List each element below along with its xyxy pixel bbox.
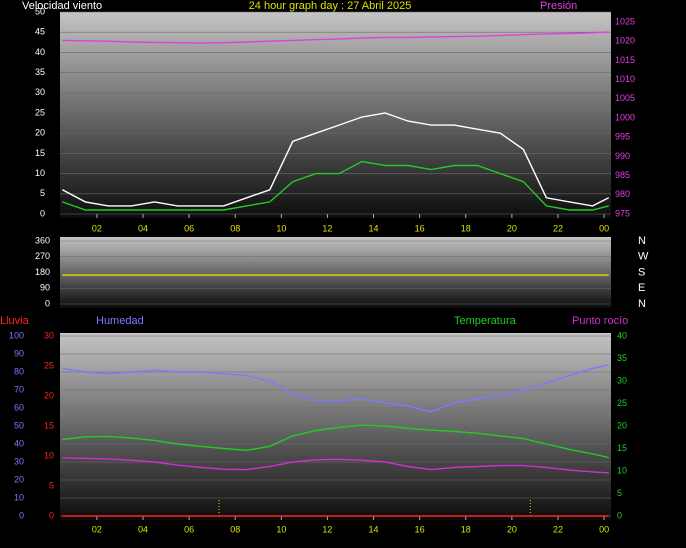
x-tick-label: 20 xyxy=(507,524,517,534)
tick-label: 45 xyxy=(35,27,45,37)
x-tick-label: 08 xyxy=(230,524,240,534)
x-tick-label: 18 xyxy=(461,223,471,233)
legend-label: Humedad xyxy=(96,315,144,327)
tick-label: 35 xyxy=(617,353,627,363)
tick-label: 995 xyxy=(615,132,630,142)
x-tick-label: 04 xyxy=(138,524,148,534)
x-tick-label: 14 xyxy=(369,223,379,233)
tick-label: 990 xyxy=(615,151,630,161)
x-tick-label: 08 xyxy=(230,223,240,233)
x-tick-label: 10 xyxy=(276,524,286,534)
axis-label: Presión xyxy=(540,0,577,12)
x-tick-label: 00 xyxy=(599,524,609,534)
tick-label: N xyxy=(638,298,646,310)
tick-label: 50 xyxy=(35,6,45,16)
x-tick-label: 22 xyxy=(553,524,563,534)
tick-label: 10 xyxy=(14,492,24,502)
tick-label: 30 xyxy=(44,330,54,340)
tick-label: 30 xyxy=(14,456,24,466)
legend-label: Temperatura xyxy=(454,315,517,327)
tick-label: 10 xyxy=(617,465,627,475)
tick-label: 180 xyxy=(35,267,50,277)
tick-label: 60 xyxy=(14,402,24,412)
tick-label: 20 xyxy=(35,128,45,138)
tick-label: 360 xyxy=(35,235,50,245)
tick-label: 0 xyxy=(19,510,24,520)
tick-label: 15 xyxy=(35,148,45,158)
tick-label: 30 xyxy=(617,375,627,385)
x-tick-label: 16 xyxy=(415,524,425,534)
legend-label: Lluvia xyxy=(0,315,30,327)
x-tick-label: 06 xyxy=(184,524,194,534)
tick-label: N xyxy=(638,235,646,247)
tick-label: 35 xyxy=(35,67,45,77)
x-tick-label: 06 xyxy=(184,223,194,233)
tick-label: 5 xyxy=(617,488,622,498)
x-tick-label: 00 xyxy=(599,223,609,233)
axis-label: Velocidad viento xyxy=(22,0,102,12)
series-line xyxy=(62,364,609,413)
series-line xyxy=(62,160,609,211)
tick-label: 0 xyxy=(40,208,45,218)
x-tick-label: 18 xyxy=(461,524,471,534)
tick-label: 40 xyxy=(35,47,45,57)
tick-label: 80 xyxy=(14,366,24,376)
x-tick-label: 10 xyxy=(276,223,286,233)
series-line xyxy=(61,112,610,207)
plot-area xyxy=(60,12,611,218)
tick-label: 5 xyxy=(49,480,54,490)
x-tick-label: 02 xyxy=(92,223,102,233)
tick-label: 90 xyxy=(14,348,24,358)
x-tick-label: 16 xyxy=(415,223,425,233)
tick-label: 1025 xyxy=(615,16,635,26)
tick-label: 20 xyxy=(44,390,54,400)
tick-label: 10 xyxy=(44,450,54,460)
x-tick-label: 22 xyxy=(553,223,563,233)
tick-label: 975 xyxy=(615,208,630,218)
series-line xyxy=(62,457,609,474)
tick-label: 70 xyxy=(14,384,24,394)
tick-label: 0 xyxy=(45,298,50,308)
tick-label: S xyxy=(638,266,645,278)
tick-label: 1010 xyxy=(615,74,635,84)
x-tick-label: 20 xyxy=(507,223,517,233)
tick-label: 270 xyxy=(35,251,50,261)
tick-label: 50 xyxy=(14,420,24,430)
series-line xyxy=(62,31,609,44)
tick-label: 5 xyxy=(40,188,45,198)
tick-label: 20 xyxy=(14,474,24,484)
tick-label: W xyxy=(638,251,649,263)
tick-label: 1015 xyxy=(615,55,635,65)
tick-label: 90 xyxy=(40,283,50,293)
tick-label: 25 xyxy=(35,107,45,117)
x-tick-label: 12 xyxy=(322,223,332,233)
tick-label: 100 xyxy=(9,330,24,340)
tick-label: 25 xyxy=(617,398,627,408)
x-tick-label: 02 xyxy=(92,524,102,534)
tick-label: 980 xyxy=(615,189,630,199)
x-tick-label: 12 xyxy=(322,524,332,534)
tick-label: 0 xyxy=(49,510,54,520)
x-tick-label: 14 xyxy=(369,524,379,534)
tick-label: 30 xyxy=(35,87,45,97)
tick-label: 15 xyxy=(44,420,54,430)
tick-label: 1005 xyxy=(615,93,635,103)
tick-label: 20 xyxy=(617,420,627,430)
tick-label: 25 xyxy=(44,360,54,370)
series-line xyxy=(62,424,609,459)
tick-label: 15 xyxy=(617,443,627,453)
tick-label: 0 xyxy=(617,510,622,520)
plot-area xyxy=(60,333,611,520)
tick-label: 10 xyxy=(35,168,45,178)
chart-title: 24 hour graph day : 27 Abril 2025 xyxy=(249,0,412,12)
tick-label: E xyxy=(638,282,645,294)
tick-label: 1020 xyxy=(615,36,635,46)
tick-label: 1000 xyxy=(615,112,635,122)
tick-label: 40 xyxy=(617,330,627,340)
legend-label: Punto rocío xyxy=(572,315,628,327)
tick-label: 40 xyxy=(14,438,24,448)
tick-label: 985 xyxy=(615,170,630,180)
x-tick-label: 04 xyxy=(138,223,148,233)
